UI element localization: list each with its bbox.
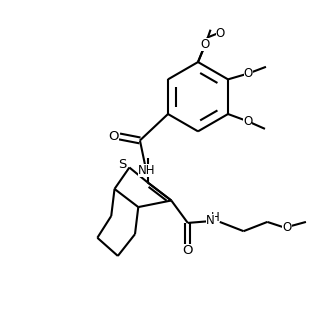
- Text: O: O: [182, 244, 193, 257]
- Text: S: S: [118, 158, 126, 171]
- Text: O: O: [243, 115, 252, 128]
- Text: O: O: [282, 221, 292, 234]
- Text: NH: NH: [138, 164, 156, 177]
- Text: O: O: [216, 27, 225, 40]
- Text: N: N: [206, 214, 215, 227]
- Text: O: O: [108, 130, 119, 143]
- Text: O: O: [201, 39, 210, 51]
- Text: H: H: [211, 211, 219, 224]
- Text: O: O: [244, 67, 253, 80]
